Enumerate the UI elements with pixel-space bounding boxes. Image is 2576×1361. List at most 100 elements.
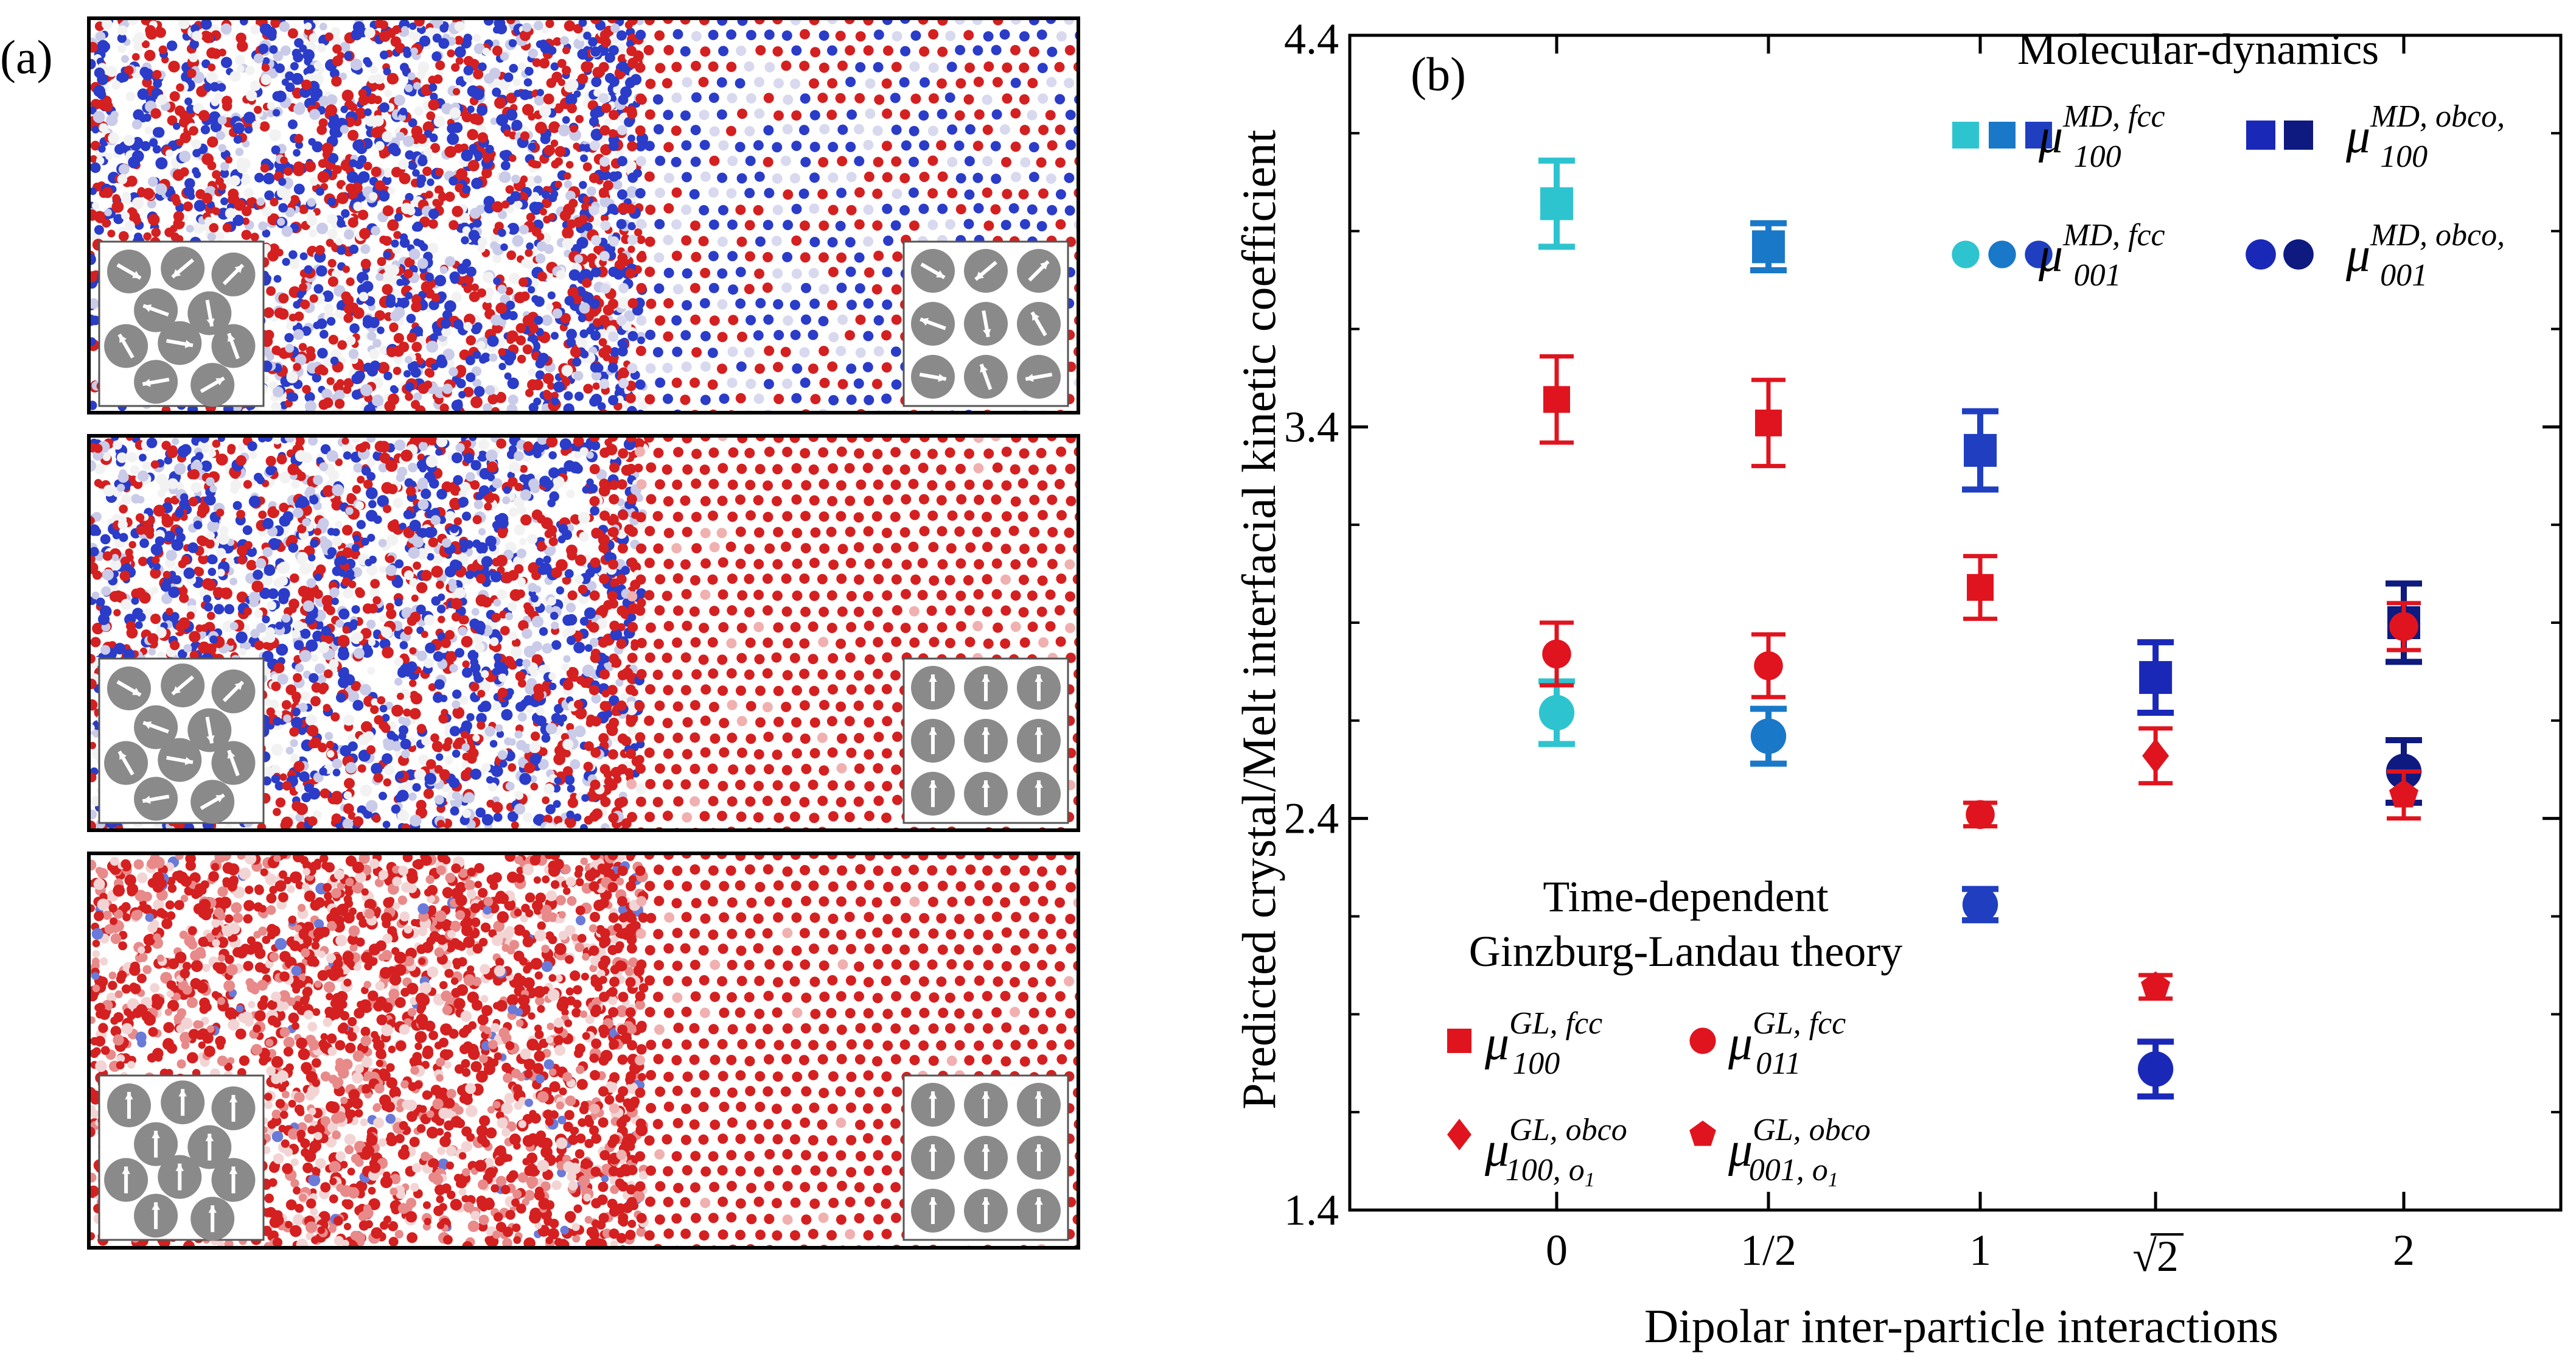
particle — [228, 188, 239, 200]
particle — [120, 494, 132, 505]
particle — [491, 407, 500, 411]
particle — [194, 200, 206, 212]
particle — [627, 406, 637, 411]
particle — [728, 284, 739, 295]
particle — [369, 587, 380, 598]
particle — [846, 299, 857, 310]
particle — [318, 96, 330, 107]
particle — [836, 252, 847, 263]
particle — [726, 61, 737, 72]
particle — [463, 65, 473, 75]
particle — [545, 804, 556, 814]
particle — [654, 283, 665, 294]
particle — [294, 134, 304, 143]
particle — [845, 237, 856, 248]
particle — [368, 500, 377, 509]
particle — [411, 32, 422, 42]
particle — [308, 554, 316, 562]
particle — [864, 394, 874, 405]
particle — [800, 156, 811, 167]
particle — [259, 23, 272, 35]
particle — [635, 346, 646, 356]
particle — [1074, 378, 1077, 388]
particle — [264, 190, 274, 201]
particle — [320, 444, 331, 455]
particle — [617, 253, 628, 264]
particle — [617, 296, 630, 309]
particle — [90, 271, 98, 283]
particle — [800, 252, 811, 263]
particle — [332, 536, 343, 547]
particle — [584, 607, 596, 620]
particle — [378, 463, 388, 473]
particle — [828, 205, 839, 215]
particle — [198, 110, 210, 122]
particle — [476, 105, 488, 116]
particle — [382, 753, 393, 764]
dipole-arrow-head — [938, 374, 946, 382]
particle — [424, 130, 433, 138]
particle — [309, 33, 318, 43]
particle — [250, 80, 261, 91]
particle — [808, 268, 819, 279]
particle — [506, 93, 517, 104]
particle — [655, 187, 665, 198]
particle — [287, 28, 298, 39]
particle — [699, 298, 710, 309]
particle — [577, 49, 588, 60]
particle — [481, 167, 492, 179]
particle — [208, 567, 217, 576]
particle — [1064, 45, 1075, 55]
particle — [717, 299, 728, 310]
particle — [699, 19, 710, 26]
slab-1 — [87, 16, 1093, 415]
particle — [232, 214, 245, 226]
particle — [566, 79, 579, 91]
particle — [158, 45, 167, 55]
particle — [1083, 46, 1093, 57]
particle — [433, 74, 443, 84]
particle — [136, 612, 146, 622]
particle — [452, 741, 461, 749]
particle — [151, 228, 161, 237]
particle — [176, 463, 186, 473]
particle — [476, 341, 486, 350]
particle — [323, 704, 331, 712]
particle — [522, 315, 534, 327]
particle — [1082, 331, 1092, 341]
particle — [279, 773, 287, 781]
particle — [539, 627, 548, 636]
particle — [331, 76, 342, 87]
particle — [553, 816, 563, 825]
particle — [581, 202, 589, 211]
particle — [236, 32, 246, 44]
particle — [340, 105, 348, 113]
particle — [275, 63, 285, 74]
particle — [133, 41, 144, 52]
particle — [427, 553, 435, 561]
particle — [357, 475, 365, 484]
particle — [90, 162, 101, 173]
particle — [237, 65, 245, 73]
particle — [271, 681, 281, 691]
particle — [955, 204, 966, 215]
particle — [809, 110, 820, 121]
particle — [700, 361, 711, 372]
particle — [508, 394, 518, 405]
particle — [737, 108, 748, 119]
particle — [727, 93, 738, 103]
particle — [452, 88, 461, 96]
particle — [90, 106, 97, 115]
particle — [608, 298, 618, 309]
particle — [215, 177, 224, 186]
particle — [1000, 220, 1011, 231]
particle — [334, 309, 343, 318]
particle — [97, 481, 105, 489]
particle — [469, 291, 480, 303]
particle — [346, 493, 355, 501]
particle — [708, 187, 719, 198]
particle — [500, 760, 508, 768]
particle — [332, 768, 341, 777]
particle — [514, 292, 526, 304]
particle — [479, 355, 487, 364]
